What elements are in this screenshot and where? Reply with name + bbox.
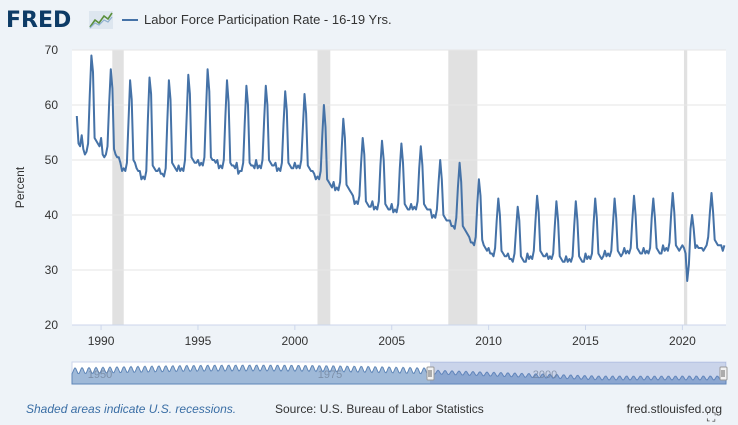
trend-chart-icon — [89, 11, 113, 29]
legend[interactable]: Labor Force Participation Rate - 16-19 Y… — [122, 12, 392, 27]
chart-footer: Shaded areas indicate U.S. recessions. S… — [0, 400, 738, 420]
navigator-series — [71, 364, 727, 385]
legend-label: Labor Force Participation Rate - 16-19 Y… — [144, 12, 392, 27]
x-tick-label: 2010 — [475, 334, 502, 348]
navigator-label: 1975 — [318, 369, 342, 381]
source-url[interactable]: fred.stlouisfed.org — [626, 402, 722, 416]
x-tick-label: 2020 — [669, 334, 696, 348]
source-text[interactable]: Source: U.S. Bureau of Labor Statistics — [275, 402, 484, 416]
y-tick-label: 70 — [45, 43, 59, 57]
y-tick-label: 50 — [45, 153, 59, 167]
navigator-label: 1950 — [88, 369, 112, 381]
y-tick-label: 30 — [45, 263, 59, 277]
x-tick-label: 2005 — [378, 334, 405, 348]
x-tick-label: 2000 — [281, 334, 308, 348]
y-axis-label: Percent — [13, 166, 27, 208]
fullscreen-icon[interactable]: ⛶ — [707, 410, 716, 424]
chart-header: FRED Labor Force Participation Rate - 16… — [0, 0, 738, 40]
recession-band — [112, 50, 124, 325]
navigator-selection — [430, 362, 726, 384]
recession-band — [683, 50, 688, 325]
fred-logo[interactable]: FRED — [6, 8, 72, 33]
navigator-label: 2000 — [533, 369, 557, 381]
recession-band — [317, 50, 331, 325]
x-tick-label: 1995 — [185, 334, 212, 348]
x-tick-label: 2015 — [572, 334, 599, 348]
recession-band — [448, 50, 478, 325]
line-chart[interactable]: 20 30 40 50 60 70 1990 1995 2000 2005 2010 2015 2020… — [0, 40, 738, 390]
y-tick-label: 60 — [45, 98, 59, 112]
recession-note: Shaded areas indicate U.S. recessions. — [26, 402, 237, 416]
y-tick-label: 40 — [45, 208, 59, 222]
x-tick-label: 1990 — [88, 334, 115, 348]
legend-swatch — [122, 18, 138, 21]
series-line — [75, 54, 726, 282]
y-tick-label: 20 — [45, 318, 59, 332]
